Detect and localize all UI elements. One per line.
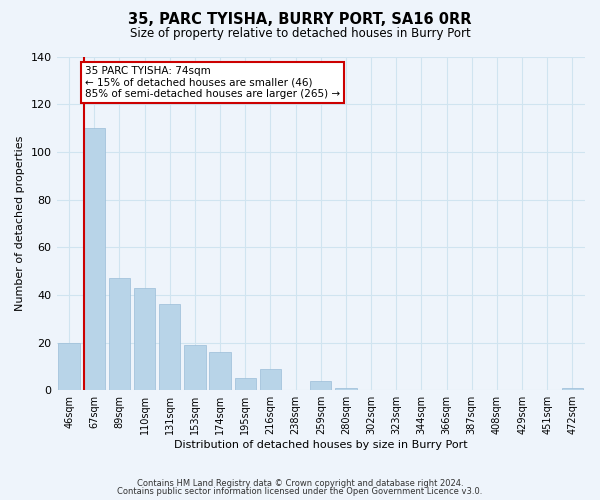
Text: Contains public sector information licensed under the Open Government Licence v3: Contains public sector information licen… [118, 487, 482, 496]
Bar [335, 388, 356, 390]
Bar [562, 388, 583, 390]
Bar [310, 380, 331, 390]
Bar [235, 378, 256, 390]
Y-axis label: Number of detached properties: Number of detached properties [15, 136, 25, 311]
Bar [109, 278, 130, 390]
Bar [159, 304, 181, 390]
Bar [134, 288, 155, 390]
Text: Size of property relative to detached houses in Burry Port: Size of property relative to detached ho… [130, 28, 470, 40]
Bar [83, 128, 105, 390]
Bar [209, 352, 231, 390]
Text: 35 PARC TYISHA: 74sqm
← 15% of detached houses are smaller (46)
85% of semi-deta: 35 PARC TYISHA: 74sqm ← 15% of detached … [85, 66, 340, 99]
X-axis label: Distribution of detached houses by size in Burry Port: Distribution of detached houses by size … [174, 440, 467, 450]
Bar [58, 342, 80, 390]
Bar [260, 369, 281, 390]
Bar [184, 345, 206, 390]
Text: 35, PARC TYISHA, BURRY PORT, SA16 0RR: 35, PARC TYISHA, BURRY PORT, SA16 0RR [128, 12, 472, 28]
Text: Contains HM Land Registry data © Crown copyright and database right 2024.: Contains HM Land Registry data © Crown c… [137, 478, 463, 488]
